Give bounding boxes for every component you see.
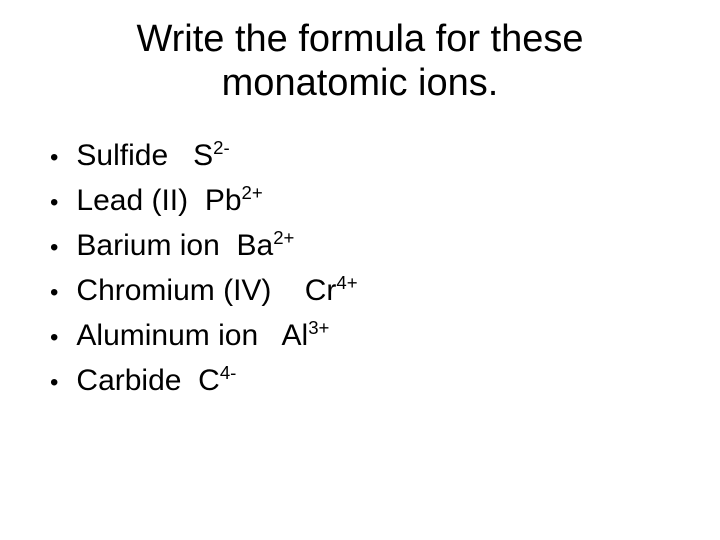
ion-symbol: Cr	[305, 274, 337, 307]
bullet-icon: •	[50, 140, 58, 176]
bullet-icon: •	[50, 185, 58, 221]
ion-symbol: Al	[282, 319, 309, 352]
item-text: Carbide C4-	[76, 358, 236, 403]
item-text: Barium ion Ba2+	[76, 223, 294, 268]
ion-gap	[168, 139, 193, 172]
bullet-icon: •	[50, 230, 58, 266]
title-line-1: Write the formula for these	[136, 18, 583, 60]
bullet-icon: •	[50, 320, 58, 356]
ion-charge: 4+	[336, 272, 357, 293]
bullet-icon: •	[50, 275, 58, 311]
ion-charge: 2-	[213, 137, 230, 158]
item-text: Lead (II) Pb2+	[76, 178, 262, 223]
ion-charge: 3+	[308, 317, 329, 338]
ion-name: Barium ion	[76, 229, 219, 262]
ion-symbol: S	[193, 139, 213, 172]
ion-name: Lead (II)	[76, 184, 188, 217]
item-text: Aluminum ion Al3+	[76, 313, 329, 358]
ion-name: Chromium (IV)	[76, 274, 271, 307]
ion-charge: 2+	[242, 182, 263, 203]
list-item: • Barium ion Ba2+	[50, 223, 690, 268]
ion-name: Aluminum ion	[76, 319, 258, 352]
ion-gap	[220, 229, 237, 262]
ion-symbol: Pb	[205, 184, 242, 217]
list-item: • Sulfide S2-	[50, 133, 690, 178]
ion-symbol: C	[198, 364, 220, 397]
list-item: • Chromium (IV) Cr4+	[50, 268, 690, 313]
title-line-2: monatomic ions.	[222, 62, 499, 104]
item-text: Chromium (IV) Cr4+	[76, 268, 357, 313]
ion-gap	[181, 364, 198, 397]
ion-gap	[271, 274, 304, 307]
ion-charge: 4-	[220, 362, 237, 383]
ion-name: Carbide	[76, 364, 181, 397]
ion-symbol: Ba	[236, 229, 273, 262]
slide-title: Write the formula for these monatomic io…	[30, 18, 690, 105]
list-item: • Aluminum ion Al3+	[50, 313, 690, 358]
ion-gap	[188, 184, 205, 217]
ion-name: Sulfide	[76, 139, 168, 172]
bullet-icon: •	[50, 365, 58, 401]
item-text: Sulfide S2-	[76, 133, 229, 178]
ion-gap	[258, 319, 281, 352]
slide-container: Write the formula for these monatomic io…	[0, 0, 720, 540]
ion-list: • Sulfide S2- • Lead (II) Pb2+ • Barium …	[30, 133, 690, 403]
ion-charge: 2+	[273, 227, 294, 248]
list-item: • Lead (II) Pb2+	[50, 178, 690, 223]
list-item: • Carbide C4-	[50, 358, 690, 403]
